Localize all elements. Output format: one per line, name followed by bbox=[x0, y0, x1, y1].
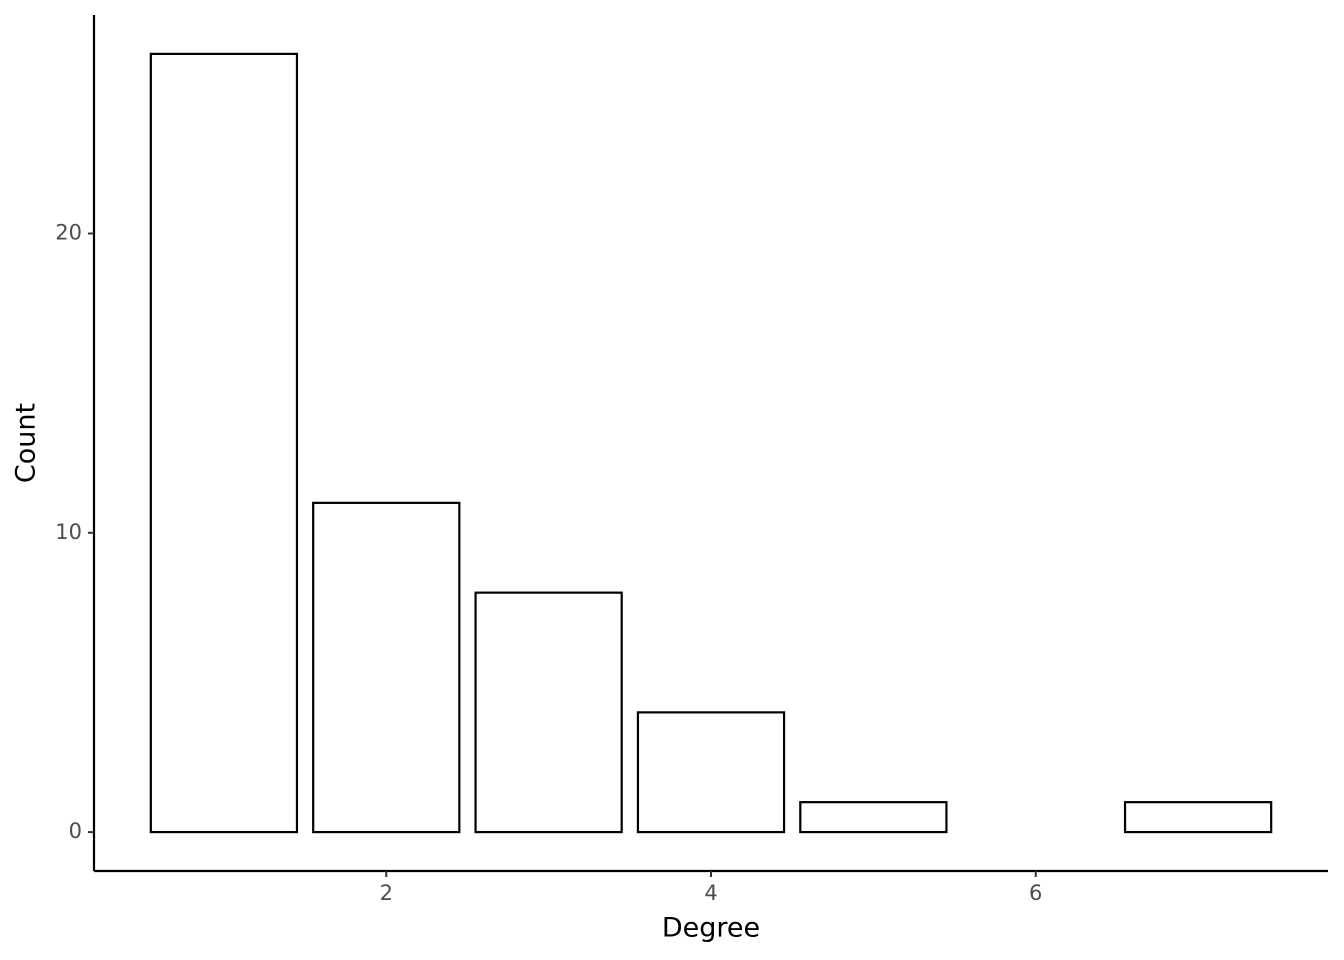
x-axis-title: Degree bbox=[662, 913, 760, 944]
bar bbox=[1123, 801, 1273, 834]
bar bbox=[636, 711, 786, 834]
x-tick-label: 6 bbox=[1029, 881, 1042, 905]
y-tick-label: 20 bbox=[55, 220, 82, 244]
y-tick-label: 10 bbox=[55, 520, 82, 544]
x-tick-label: 4 bbox=[704, 881, 717, 905]
y-tick-label: 0 bbox=[69, 819, 82, 843]
bar bbox=[799, 801, 948, 834]
bar bbox=[149, 52, 299, 834]
y-axis-title: Count bbox=[11, 403, 42, 483]
x-tick-label: 2 bbox=[380, 881, 393, 905]
bar bbox=[312, 501, 461, 834]
bar bbox=[474, 591, 623, 834]
